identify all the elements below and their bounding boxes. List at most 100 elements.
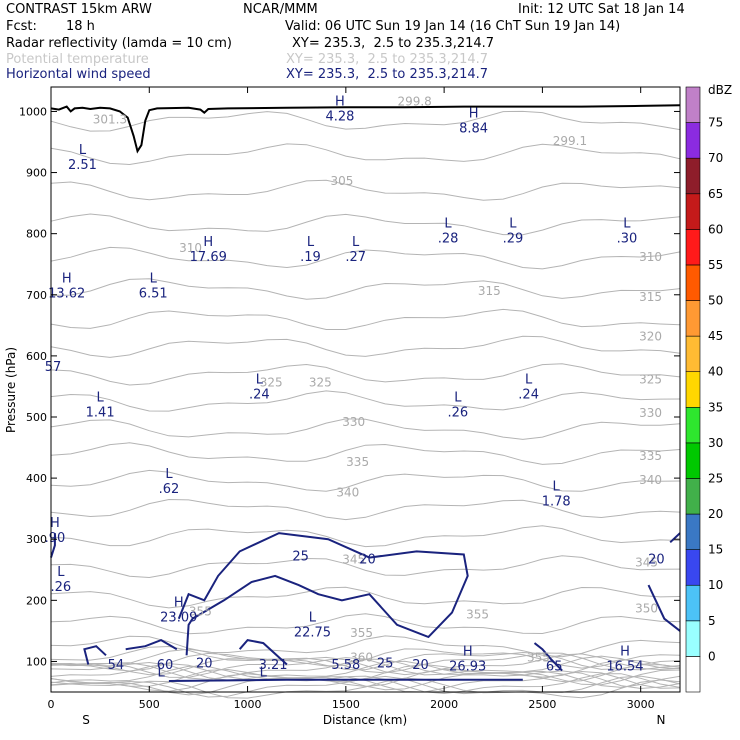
colorbar-swatch [685, 86, 701, 123]
x-tick-label: 2500 [528, 698, 556, 711]
isentrope-line [50, 555, 681, 579]
colorbar-swatch [685, 549, 701, 586]
extremum-value: 13.62 [48, 287, 85, 302]
colorbar: 0 5 10 15 20 25 30 35 40 45 50 55 60 65 70 75 [685, 86, 723, 693]
colorbar-swatch [685, 157, 701, 195]
colorbar-level-label: 15 [708, 543, 723, 557]
label-layer: 355 355 355 360 355 345 350 345 340 340 335 335 330 3… [45, 94, 665, 680]
isentrope-line [50, 648, 681, 671]
field-xy-reflectivity: XY= 235.3, 2.5 to 235.3,214.7 [292, 36, 495, 51]
isentrope-line [50, 110, 681, 132]
extremum-mark: H [335, 94, 345, 109]
extremum-mark: L [79, 143, 87, 158]
isentrope-line [50, 213, 681, 236]
theta-contour-label: 360 [350, 650, 373, 664]
extremum-value: 2.51 [68, 158, 97, 173]
theta-contour-label: 340 [639, 473, 662, 487]
center-label: NCAR/MMM [243, 2, 318, 17]
wind-contour-label: 60 [157, 658, 174, 673]
extremum-mark: L [444, 217, 452, 232]
extremum-mark: L [260, 666, 268, 681]
extremum-value: 57 [45, 360, 62, 375]
extremum-mark: L [97, 391, 105, 406]
wind-contour-label: 65 [546, 660, 563, 675]
wind-contour-label: 20 [648, 553, 665, 568]
isentrope-line [50, 418, 681, 440]
extremum-value: 4.28 [325, 109, 354, 124]
theta-contour-label: 355 [527, 650, 550, 664]
forecast-hours: 18 h [66, 19, 95, 34]
extremum-mark: L [525, 372, 533, 387]
extremum-value: 17.69 [190, 250, 227, 265]
isentrope-line [50, 469, 681, 492]
extremum-mark: L [150, 272, 158, 287]
theta-contour-label: 310 [179, 241, 202, 255]
extremum-mark: H [463, 644, 473, 659]
extremum-value: 26.93 [449, 659, 486, 674]
x-tick-label: 1000 [234, 698, 262, 711]
extremum-mark: L [509, 217, 517, 232]
extremum-mark: L [307, 235, 315, 250]
isentrope-line [50, 498, 681, 521]
extremum-value: 6.51 [139, 287, 168, 302]
colorbar-level-label: 30 [708, 436, 723, 450]
colorbar-swatch [685, 656, 701, 693]
colorbar-swatch [685, 300, 701, 337]
isentrope-line [50, 660, 681, 683]
extremum-mark: L [57, 565, 65, 580]
y-tick-label: 500 [26, 411, 47, 424]
colorbar-swatch [685, 442, 701, 479]
colorbar-level-label: 40 [708, 365, 723, 379]
colorbar-swatch [685, 513, 701, 550]
extremum-value: 16.54 [606, 659, 643, 674]
colorbar-level-label: 65 [708, 187, 723, 201]
extremum-mark: L [553, 479, 561, 494]
extremum-mark: H [62, 272, 72, 287]
y-tick-label: 200 [26, 594, 47, 607]
extremum-mark: L [309, 611, 317, 626]
extremum-value: .90 [45, 531, 66, 546]
wind-contour-east [647, 584, 681, 632]
extremum-mark: L [623, 217, 631, 232]
extremum-mark: H [174, 595, 184, 610]
wind-contour-east-2 [669, 532, 681, 544]
colorbar-level-label: 5 [708, 614, 716, 628]
y-tick-label: 1000 [19, 105, 47, 118]
extremum-value: .29 [503, 232, 524, 247]
theta-contour-label: 305 [330, 174, 353, 188]
colorbar-level-label: 45 [708, 329, 723, 343]
extremum-value: 1.78 [542, 494, 571, 509]
extremum-value: .27 [345, 250, 366, 265]
extremum-mark: L [157, 666, 165, 681]
isentrope-line [50, 335, 681, 358]
x-tick-label: 1500 [332, 698, 360, 711]
forecast-label: Fcst: [6, 19, 37, 34]
colorbar-swatch [685, 584, 701, 622]
extremum-value: .24 [249, 387, 270, 402]
extremum-mark: L [352, 235, 360, 250]
isentrope-line [50, 673, 681, 696]
wind-contour-top [168, 678, 523, 682]
theta-contour-label: 325 [309, 375, 332, 389]
x-tick-label: 500 [139, 698, 160, 711]
theta-contour-label: 340 [336, 485, 359, 499]
init-time: Init: 12 UTC Sat 18 Jan 14 [518, 2, 685, 17]
x-tick-label: 0 [48, 698, 55, 711]
colorbar-swatch [685, 478, 701, 515]
theta-contour-label: 335 [639, 449, 662, 463]
y-tick-label: 700 [26, 289, 47, 302]
isentrope-line [50, 246, 681, 270]
theta-contour-label: 355 [189, 605, 212, 619]
colorbar-swatch [685, 264, 701, 301]
y-tick-label: 100 [26, 655, 47, 668]
extremum-value: .28 [438, 232, 459, 247]
extremum-mark: L [256, 372, 264, 387]
wind-contour-label: 5.58 [331, 658, 360, 673]
colorbar-unit: dBZ [708, 83, 732, 97]
isentrope-line [50, 613, 681, 635]
colorbar-level-label: 20 [708, 507, 723, 521]
wind-contour-label: 3.21 [259, 658, 288, 673]
isentrope-line [50, 442, 681, 465]
isentrope-line [50, 645, 681, 669]
